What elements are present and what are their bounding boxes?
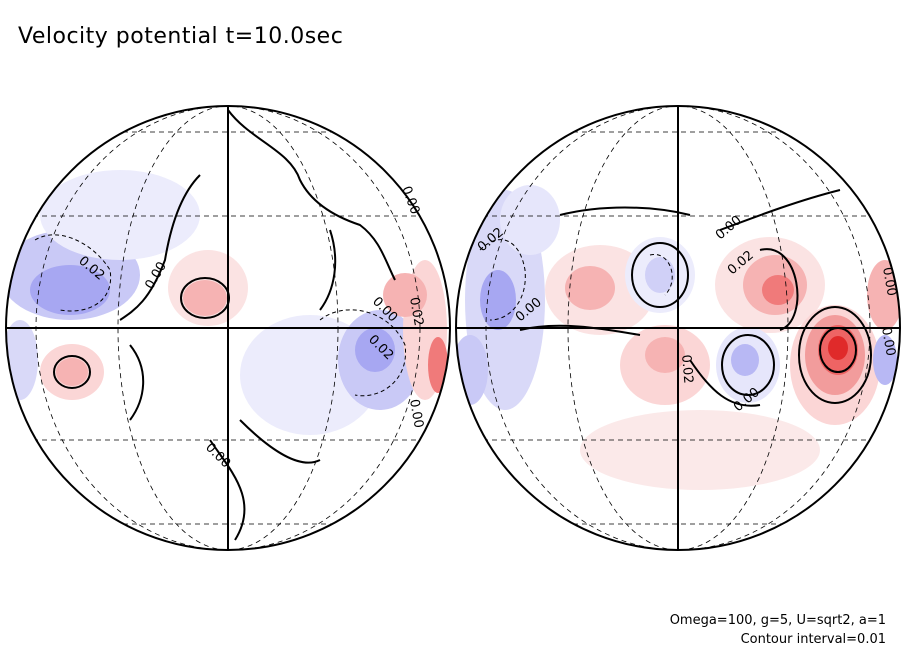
right-fill-regions	[456, 185, 900, 490]
left-negative-contours	[34, 234, 406, 397]
left-axes	[6, 106, 450, 550]
right-rim	[455, 105, 901, 551]
right-label-5: 0.02	[678, 354, 695, 384]
right-neg-west-upper	[500, 185, 560, 255]
right-neg-b-core	[731, 344, 759, 376]
right-axes	[456, 106, 900, 550]
right-neg-east	[873, 335, 897, 385]
left-pos-east-upper	[383, 273, 427, 317]
parameters-note: Omega=100, g=5, U=sqrt2, a=1	[669, 613, 886, 628]
right-label-8: 0.00	[878, 326, 898, 357]
left-pos-south-core	[56, 358, 88, 386]
left-neg-core	[30, 265, 110, 315]
left-neg-upper	[40, 170, 200, 260]
right-hemisphere: 0.02 0.00 0.00 0.02 0.02 0.00 0.00 0.00	[455, 105, 901, 551]
left-label-2: 0.00	[142, 259, 169, 292]
left-fill-regions	[6, 170, 448, 435]
right-zero-contours	[519, 189, 872, 407]
left-label-6: 0.02	[406, 296, 426, 327]
left-pos-east-core	[428, 337, 448, 393]
right-pos-d-core	[828, 336, 848, 360]
contour-interval-note: Contour interval=0.01	[740, 632, 886, 647]
left-pos-core	[183, 280, 227, 316]
right-neg-a-core	[645, 257, 675, 293]
right-pos-c-core	[645, 337, 685, 373]
right-pos-core-a	[565, 266, 615, 310]
right-neg-west-core	[480, 270, 516, 330]
left-label-3: 0.00	[398, 184, 422, 216]
map-title: Velocity potential t=10.0sec	[18, 24, 344, 49]
left-label-8: 0.00	[406, 398, 426, 429]
left-rim	[5, 105, 451, 551]
right-label-2: 0.00	[713, 213, 745, 243]
left-hemisphere: 0.02 0.00 0.00 0.00 0.00 0.02 0.02 0.00	[5, 105, 451, 551]
right-pos-b-core	[762, 275, 794, 305]
left-neg-east-core	[355, 328, 395, 372]
right-pos-south	[580, 410, 820, 490]
right-label-7: 0.00	[879, 266, 899, 297]
right-negative-contours	[479, 239, 673, 321]
